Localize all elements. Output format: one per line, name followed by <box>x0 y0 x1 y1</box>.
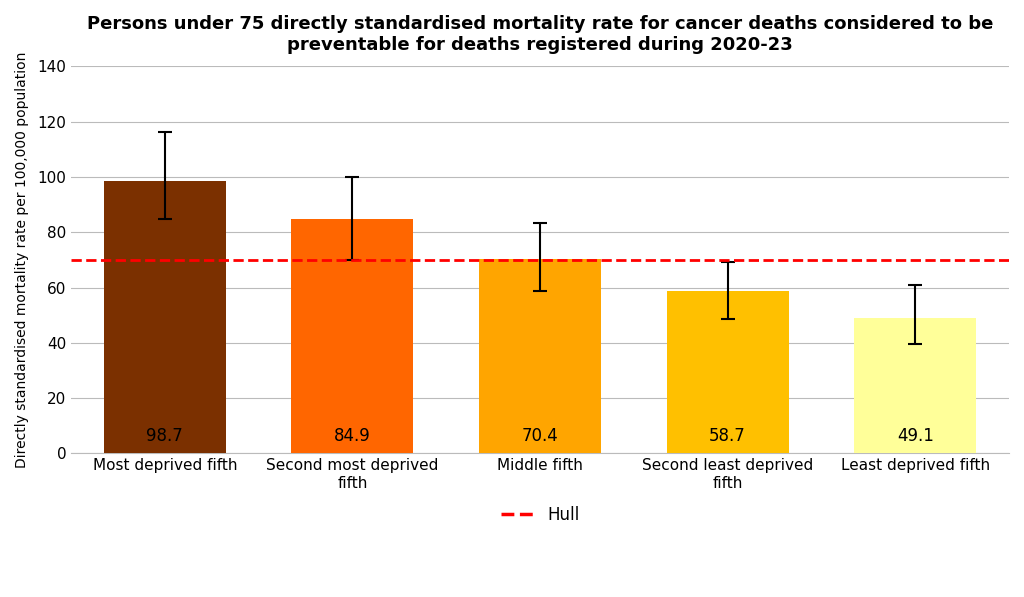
Title: Persons under 75 directly standardised mortality rate for cancer deaths consider: Persons under 75 directly standardised m… <box>87 15 993 54</box>
Bar <box>103 181 226 453</box>
Bar <box>667 291 788 453</box>
Text: 84.9: 84.9 <box>334 427 371 445</box>
Y-axis label: Directly standardised mortality rate per 100,000 population: Directly standardised mortality rate per… <box>15 52 29 468</box>
Bar <box>854 318 976 453</box>
Text: 58.7: 58.7 <box>710 427 746 445</box>
Bar <box>479 259 601 453</box>
Text: 49.1: 49.1 <box>897 427 934 445</box>
Text: 70.4: 70.4 <box>521 427 558 445</box>
Legend: Hull: Hull <box>494 499 586 530</box>
Text: 98.7: 98.7 <box>146 427 183 445</box>
Bar <box>292 219 414 453</box>
